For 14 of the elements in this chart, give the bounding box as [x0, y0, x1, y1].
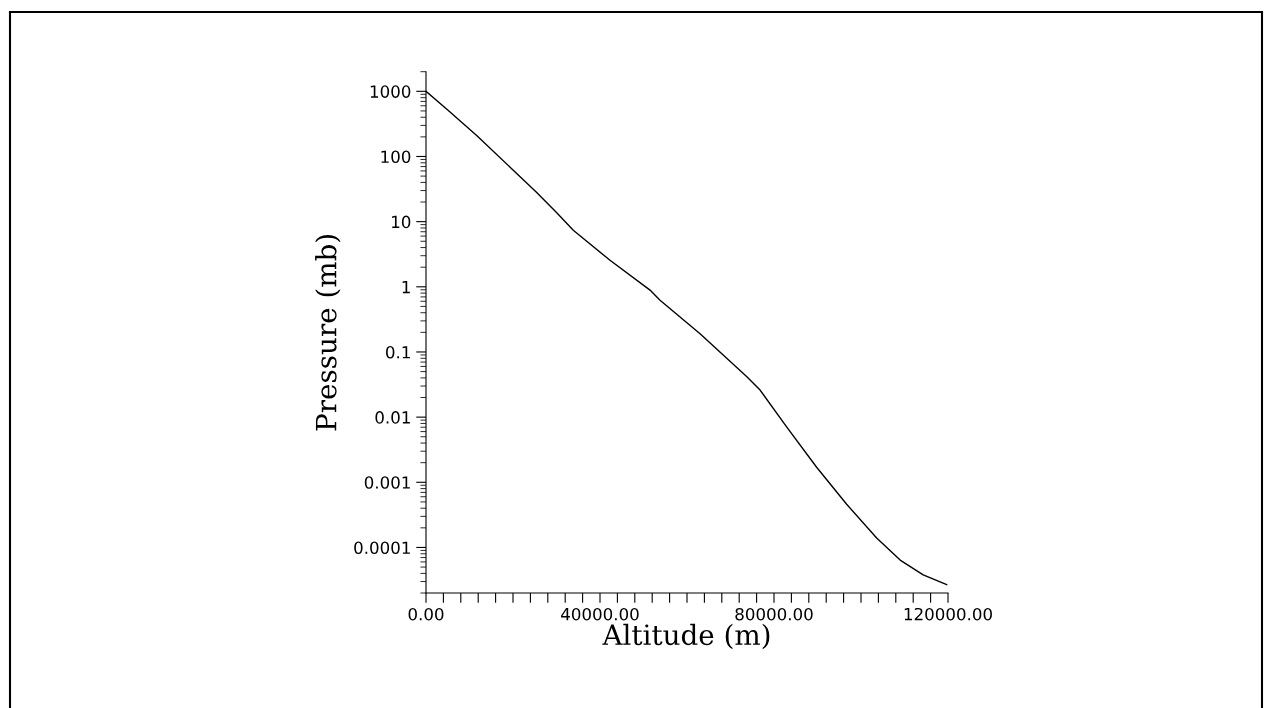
y-tick-label: 10	[392, 215, 411, 229]
x-tick-label: 80000.00	[735, 607, 813, 621]
y-tick-label: 0.001	[364, 476, 410, 489]
x-tick-label: 40000.00	[561, 607, 639, 621]
y-tick-label: 100	[381, 150, 411, 164]
y-tick-label: 0.1	[386, 345, 410, 359]
y-axis-title: Pressure (mb)	[315, 234, 341, 431]
y-tick-label: 0.01	[375, 411, 410, 424]
y-tick-label: 1	[402, 280, 410, 294]
y-tick-label: 1000	[370, 85, 411, 98]
y-tick-label: 0.0001	[354, 541, 410, 555]
x-tick-label: 0.00	[408, 607, 444, 621]
x-tick-label: 120000.00	[904, 607, 992, 621]
x-axis-title: Altitude (m)	[602, 623, 770, 650]
